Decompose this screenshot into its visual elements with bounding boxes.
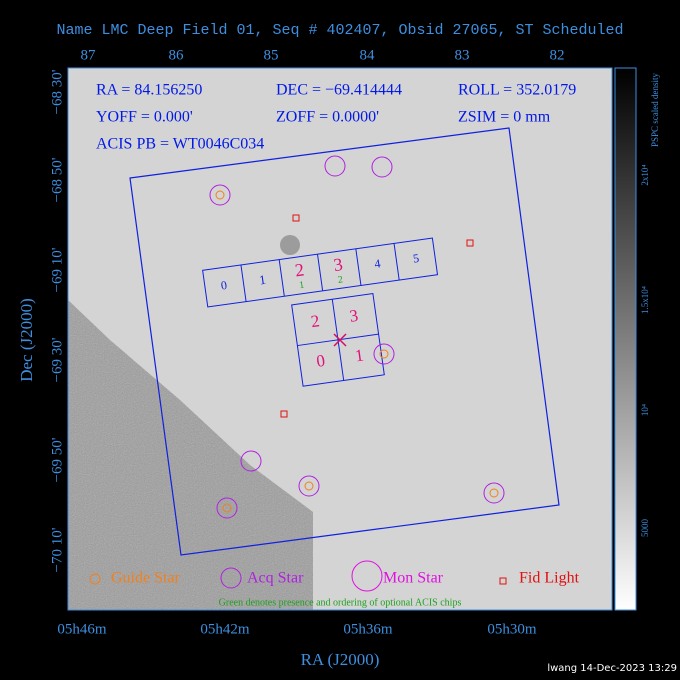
legend-fid: Fid Light xyxy=(519,570,580,587)
acq-ring xyxy=(216,497,238,519)
colorbar-scale xyxy=(614,67,637,611)
cluster xyxy=(280,235,300,255)
aimpoint-stroke xyxy=(333,333,347,347)
stars xyxy=(209,155,505,519)
left-tick: −68 30' xyxy=(49,69,65,114)
left-tick: −70 10' xyxy=(49,527,65,572)
legend-guide: Guide Star xyxy=(111,570,181,587)
guide-star xyxy=(304,481,314,491)
chip-label: 0 xyxy=(220,278,228,293)
info-ra: RA = 84.156250 xyxy=(96,82,202,99)
info-yoff: YOFF = 0.000' xyxy=(96,109,193,126)
chip-divider xyxy=(316,254,324,291)
guide-star xyxy=(222,503,232,513)
colorbar: PSPC scaled density 2x10⁴ 1.5x10⁴ 10⁴ 50… xyxy=(614,67,660,611)
footer: lwang 14-Dec-2023 13:29 xyxy=(547,663,677,674)
acq-star xyxy=(324,155,346,177)
colorbar-tick: 1.5x10⁴ xyxy=(640,286,650,314)
chip-square: 2 3 0 1 xyxy=(291,292,385,387)
optional-chip-label: 2 xyxy=(337,274,343,286)
colorbar-label: PSPC scaled density xyxy=(650,73,660,148)
chip-divider xyxy=(278,259,285,297)
fid-light xyxy=(466,239,474,247)
y-axis-label: Dec (J2000) xyxy=(17,298,36,382)
fid-light xyxy=(292,214,300,222)
top-tick: 83 xyxy=(455,47,470,63)
info-zoff: ZOFF = 0.0000' xyxy=(276,109,379,126)
colorbar-tick: 2x10⁴ xyxy=(640,164,650,185)
x-axis-label: RA (J2000) xyxy=(301,650,380,669)
sky-image xyxy=(68,68,612,610)
title: Name LMC Deep Field 01, Seq # 402407, Ob… xyxy=(56,22,623,39)
acq-star xyxy=(240,450,262,472)
left-tick: −68 50' xyxy=(49,157,65,202)
aimpoint xyxy=(333,333,347,347)
legend-guide-icon xyxy=(89,573,101,585)
field-outline xyxy=(129,127,560,556)
chip-label: 1 xyxy=(258,272,267,288)
top-tick: 84 xyxy=(360,47,376,63)
top-tick: 87 xyxy=(81,47,97,63)
legend: Guide Star Acq Star Mon Star Fid Light xyxy=(89,560,580,592)
bottom-tick: 05h30m xyxy=(487,621,537,637)
legend-mon-icon xyxy=(351,560,383,592)
top-axis: 87 86 85 84 83 82 xyxy=(81,47,565,63)
legend-acq-icon xyxy=(220,567,242,589)
chip-divider xyxy=(393,243,400,281)
top-tick: 86 xyxy=(169,47,185,63)
chip-label: 5 xyxy=(412,251,420,266)
bottom-tick: 05h46m xyxy=(57,621,107,637)
chip-label: 3 xyxy=(332,254,344,275)
chip-divider xyxy=(240,264,247,302)
left-tick: −69 30' xyxy=(49,337,65,382)
chip-divider xyxy=(355,248,362,286)
legend-acq: Acq Star xyxy=(247,570,304,587)
acq-ring xyxy=(209,184,231,206)
acq-star xyxy=(371,156,393,178)
note: Green denotes presence and ordering of o… xyxy=(219,597,462,608)
colorbar-tick: 5000 xyxy=(640,519,650,538)
fid-light xyxy=(280,410,288,418)
acq-ring xyxy=(483,482,505,504)
legend-mon: Mon Star xyxy=(383,570,444,587)
info-roll: ROLL = 352.0179 xyxy=(458,82,576,99)
bottom-tick: 05h36m xyxy=(343,621,393,637)
bottom-axis: 05h46m 05h42m 05h36m 05h30m RA (J2000) xyxy=(57,621,537,668)
left-axis: −68 30' −68 50' −69 10' −69 30' −69 50' … xyxy=(17,69,66,572)
guide-star xyxy=(489,488,499,498)
chip-label: 1 xyxy=(354,345,365,365)
chip-label: 2 xyxy=(294,259,306,280)
guide-star xyxy=(215,190,225,200)
info-dec: DEC = −69.414444 xyxy=(276,82,402,99)
top-tick: 82 xyxy=(550,47,565,63)
info-block: RA = 84.156250 DEC = −69.414444 ROLL = 3… xyxy=(96,82,576,153)
left-tick: −69 50' xyxy=(49,437,65,482)
plot-frame xyxy=(67,67,613,611)
colorbar-tick: 10⁴ xyxy=(640,404,650,416)
info-acis: ACIS PB = WT0046C034 xyxy=(96,136,264,153)
dense-region-noise xyxy=(68,300,313,610)
chip-divider xyxy=(297,333,379,347)
info-zsim: ZSIM = 0 mm xyxy=(458,109,551,126)
top-tick: 85 xyxy=(264,47,279,63)
left-tick: −69 10' xyxy=(49,247,65,292)
chip-label: 3 xyxy=(348,306,359,326)
chip-label: 4 xyxy=(373,256,381,271)
acq-ring xyxy=(298,475,320,497)
bottom-tick: 05h42m xyxy=(200,621,250,637)
guide-star xyxy=(379,349,389,359)
optional-chip-label: 1 xyxy=(298,280,304,292)
acq-ring xyxy=(373,343,395,365)
chip-label: 0 xyxy=(315,351,326,371)
chip-row: 0 1 2 3 4 5 1 2 xyxy=(202,237,439,308)
chip-label: 2 xyxy=(310,311,321,331)
legend-fid-icon xyxy=(499,577,507,585)
